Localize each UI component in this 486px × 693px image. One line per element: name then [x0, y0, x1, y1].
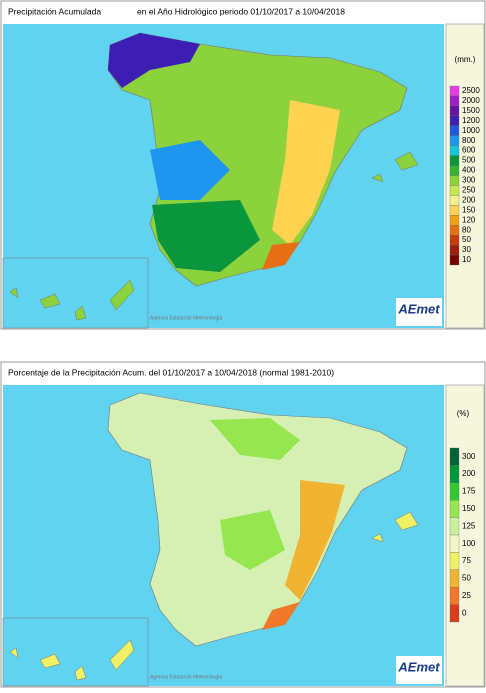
legend-swatch [449, 244, 460, 256]
legend-label: 25 [462, 591, 471, 600]
map-land [107, 392, 419, 647]
inset-frame [2, 257, 149, 329]
legend-label: 50 [462, 235, 471, 244]
legend-label: 250 [462, 186, 476, 195]
legend-swatch [449, 235, 460, 246]
legend-swatch [449, 145, 460, 156]
map-title: Porcentaje de la Precipitación Acum. del… [8, 367, 334, 377]
map-panel: Precipitación Acumulada en el Año Hidrol… [0, 0, 486, 330]
legend-label: 300 [462, 176, 476, 185]
legend-label: 80 [462, 225, 471, 234]
precip-area [152, 200, 260, 272]
legend-swatch [449, 125, 460, 136]
map-subtitle: en el Año Hidrológico periodo 01/10/2017… [137, 6, 345, 16]
legend-swatch [449, 482, 460, 501]
legend-label: 150 [462, 205, 476, 214]
legend-label: 1500 [462, 106, 480, 115]
legend-label: 1000 [462, 126, 480, 135]
legend-label: 100 [462, 539, 476, 548]
percent-area [262, 602, 300, 630]
legend-label: 0 [462, 608, 467, 617]
legend-swatch [449, 447, 460, 466]
legend-label: 30 [462, 245, 471, 254]
logo-box [396, 298, 442, 326]
legend-label: 200 [462, 469, 476, 478]
legend-label: 125 [462, 521, 476, 530]
island [9, 279, 135, 321]
legend-label: 400 [462, 166, 476, 175]
precip-area [108, 33, 200, 88]
map-panel: Porcentaje de la Precipitación Acum. del… [0, 361, 486, 688]
legend-swatch [449, 175, 460, 186]
legend-swatch [449, 195, 460, 206]
legend-label: 300 [462, 452, 476, 461]
legend-label: 500 [462, 156, 476, 165]
logo: AEmet [397, 659, 440, 674]
legend-swatch [449, 500, 460, 518]
legend-label: 10 [462, 255, 471, 264]
percent-area [285, 480, 345, 600]
legend-swatch [449, 534, 460, 553]
legend-label: 2500 [462, 86, 480, 95]
legend-label: 75 [462, 556, 471, 565]
legend-swatch [449, 517, 460, 536]
precip-area [272, 100, 340, 245]
logo-box [396, 656, 442, 684]
inset-frame [2, 617, 149, 687]
legend-swatch [449, 552, 460, 570]
legend-label: 800 [462, 136, 476, 145]
legend-swatch [449, 185, 460, 196]
legend-swatch [449, 155, 460, 166]
legend-swatch [449, 85, 460, 97]
logo: AEmet [397, 301, 440, 316]
legend-label: 2000 [462, 96, 480, 105]
legend-swatch [449, 215, 460, 226]
legend-swatch [449, 205, 460, 216]
legend-swatch [449, 135, 460, 146]
legend-unit: (mm.) [455, 55, 476, 64]
legend-label: 175 [462, 487, 476, 496]
precip-area [150, 140, 230, 200]
legend-swatch [449, 465, 460, 483]
island [371, 151, 419, 183]
legend-label: 50 [462, 574, 471, 583]
legend-swatch [449, 587, 460, 605]
legend-swatch [449, 569, 460, 588]
map-title: Precipitación Acumulada [8, 6, 101, 16]
precip-area [262, 242, 300, 270]
legend-label: 150 [462, 504, 476, 513]
island [371, 511, 419, 543]
legend-label: 200 [462, 195, 476, 204]
legend-swatch [449, 254, 460, 266]
legend-swatch [449, 165, 460, 176]
legend-label: 600 [462, 146, 476, 155]
legend-label: 1200 [462, 116, 480, 125]
legend-swatch [449, 115, 460, 126]
legend-swatch [449, 105, 460, 116]
legend-unit: (%) [457, 409, 470, 418]
legend-swatch [449, 604, 460, 623]
credit: Agencia Estatal de Meteorología [150, 315, 222, 321]
percent-area [210, 418, 300, 460]
island [9, 639, 135, 681]
percent-area [220, 510, 285, 570]
legend-swatch [449, 225, 460, 236]
legend-swatch [449, 95, 460, 107]
credit: Agencia Estatal de Meteorología [150, 674, 222, 680]
legend-label: 120 [462, 215, 476, 224]
